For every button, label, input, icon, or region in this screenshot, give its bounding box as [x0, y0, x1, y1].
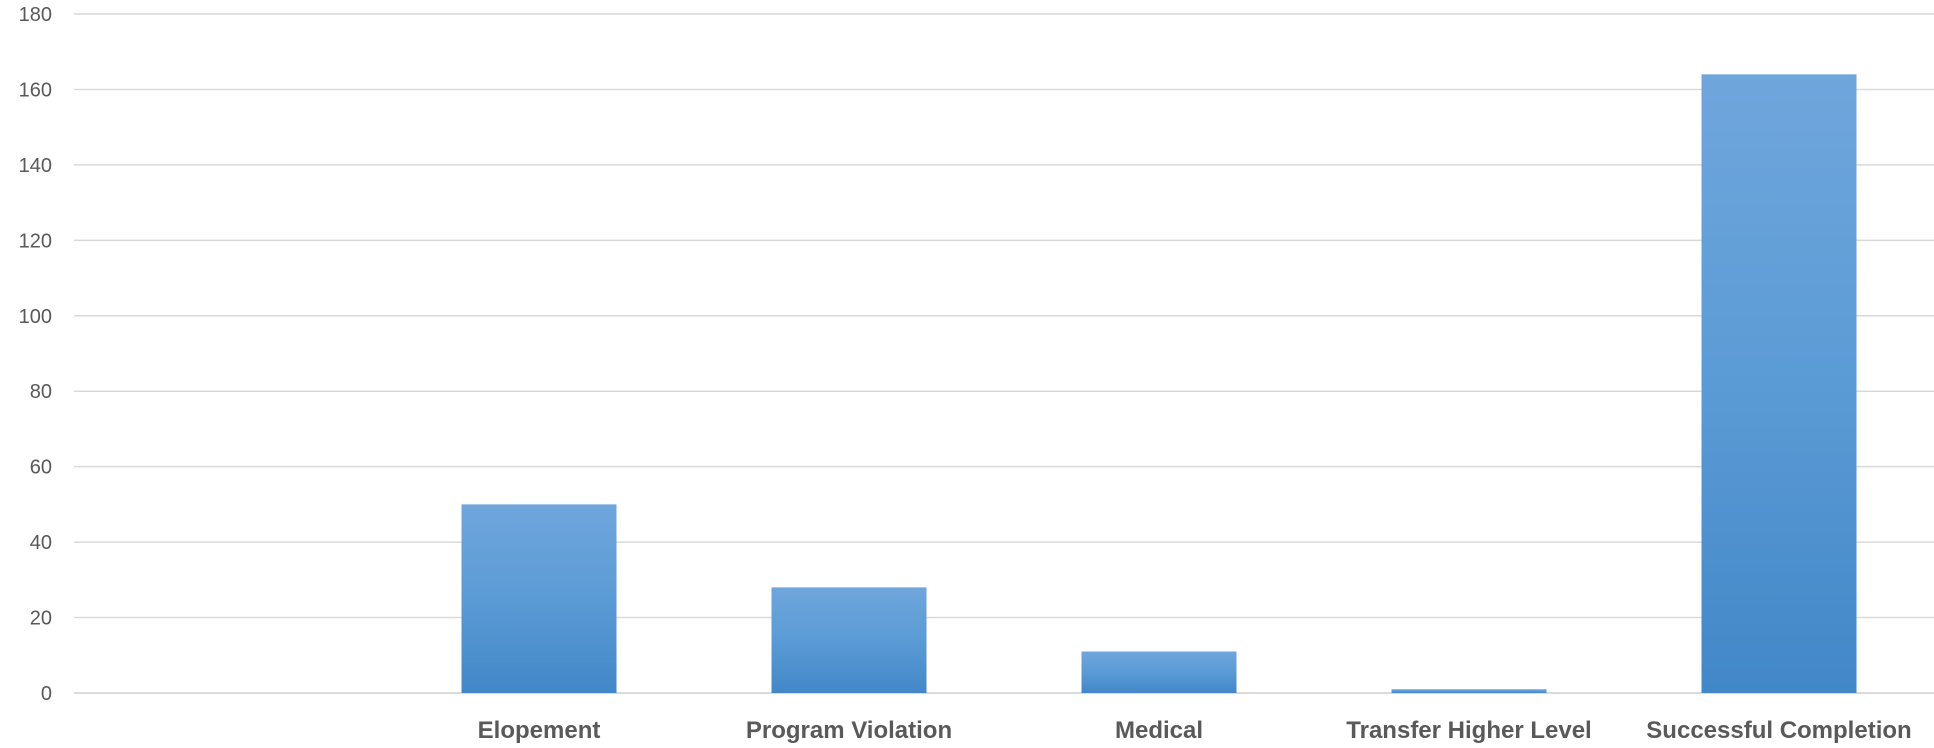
bar [771, 587, 927, 693]
x-tick-label: Program Violation [746, 717, 952, 744]
x-tick-label: Elopement [478, 717, 601, 744]
y-tick-label: 20 [30, 608, 52, 630]
bar [1701, 74, 1857, 694]
x-tick-label: Transfer Higher Level [1346, 717, 1591, 744]
bar [1081, 651, 1237, 693]
x-axis-tick-labels: Elopement Program Violation Medical Transfe… [478, 717, 1912, 744]
y-tick-label: 0 [41, 683, 52, 705]
bar [1391, 689, 1547, 693]
y-axis-tick-labels: 0 20 40 60 80 100 120 140 160 180 [19, 4, 52, 705]
gridlines [74, 13, 1934, 694]
y-tick-label: 80 [30, 381, 52, 403]
y-tick-label: 40 [30, 532, 52, 554]
y-tick-label: 100 [19, 306, 52, 328]
bars [461, 74, 1857, 694]
y-tick-label: 60 [30, 457, 52, 479]
y-tick-label: 180 [19, 4, 52, 26]
y-tick-label: 120 [19, 230, 52, 252]
y-tick-label: 160 [19, 79, 52, 101]
x-tick-label: Medical [1115, 717, 1203, 744]
bar [461, 504, 617, 693]
y-tick-label: 140 [19, 155, 52, 177]
x-tick-label: Successful Completion [1646, 717, 1911, 744]
